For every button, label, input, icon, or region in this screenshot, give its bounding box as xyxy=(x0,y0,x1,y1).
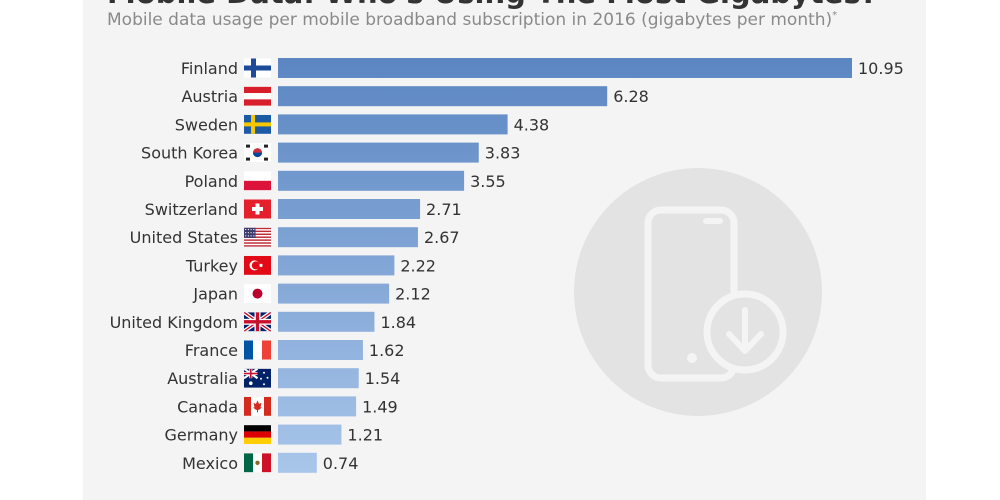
country-label: Poland xyxy=(185,172,238,191)
bar xyxy=(278,311,375,332)
subtitle-text: Mobile data usage per mobile broadband s… xyxy=(107,10,833,30)
bar-row: France 1.62 xyxy=(185,340,405,360)
bar xyxy=(278,170,465,191)
value-label: 2.22 xyxy=(400,256,436,275)
turkey-flag-icon xyxy=(244,255,271,275)
bar xyxy=(278,396,357,417)
country-label: Japan xyxy=(192,285,238,304)
bar xyxy=(278,368,359,389)
country-label: South Korea xyxy=(141,144,238,163)
country-label: Mexico xyxy=(182,454,238,473)
south-korea-flag-icon xyxy=(244,143,271,163)
bar-row: United States 2.67 xyxy=(130,227,460,248)
value-label: 2.71 xyxy=(426,200,462,219)
bar-row: United Kingdom 1.84 xyxy=(110,311,416,332)
bar xyxy=(278,58,852,78)
value-label: 2.67 xyxy=(424,228,460,247)
bar-row: Turkey 2.22 xyxy=(185,255,436,276)
bar xyxy=(278,340,363,360)
bar xyxy=(278,283,390,304)
value-label: 1.21 xyxy=(347,426,383,445)
france-flag-icon xyxy=(244,340,271,360)
value-label: 1.62 xyxy=(369,341,405,360)
poland-flag-icon xyxy=(244,171,271,191)
finland-flag-icon xyxy=(244,58,271,78)
value-label: 3.83 xyxy=(485,144,521,163)
bar-row: South Korea 3.83 xyxy=(141,142,521,163)
bar-row: Japan 2.12 xyxy=(192,283,431,304)
bar-row: Germany 1.21 xyxy=(164,424,383,445)
value-label: 10.95 xyxy=(858,59,904,78)
country-label: France xyxy=(185,341,238,360)
country-label: Canada xyxy=(177,397,238,416)
country-label: Turkey xyxy=(185,256,238,275)
value-label: 1.54 xyxy=(365,369,401,388)
value-label: 0.74 xyxy=(323,454,359,473)
country-label: United Kingdom xyxy=(110,313,238,332)
value-label: 1.84 xyxy=(380,313,416,332)
subtitle-footnote-mark: * xyxy=(832,10,838,21)
country-label: Switzerland xyxy=(145,200,238,219)
bar-row: Austria 6.28 xyxy=(181,86,649,107)
mexico-flag-icon xyxy=(244,453,271,473)
chart-title: Mobile Data: Who's Using The Most Gigaby… xyxy=(107,0,967,10)
bar xyxy=(278,114,508,135)
value-label: 4.38 xyxy=(514,115,550,134)
bar-row: Mexico 0.74 xyxy=(182,452,359,473)
country-label: Germany xyxy=(164,426,238,445)
country-label: Australia xyxy=(167,369,238,388)
bar xyxy=(278,86,608,107)
country-label: United States xyxy=(130,228,238,247)
sweden-flag-icon xyxy=(244,114,271,134)
bar-row: Switzerland 2.71 xyxy=(145,199,462,219)
japan-flag-icon xyxy=(244,284,271,304)
bar xyxy=(278,255,395,276)
country-label: Austria xyxy=(181,87,238,106)
phone-download-icon xyxy=(574,168,822,416)
united-kingdom-flag-icon xyxy=(244,312,271,332)
chart-subtitle: Mobile data usage per mobile broadband s… xyxy=(107,10,967,30)
country-label: Finland xyxy=(181,59,238,78)
country-label: Sweden xyxy=(175,115,238,134)
value-label: 2.12 xyxy=(395,285,431,304)
bar-row: Finland 10.95 xyxy=(181,58,904,78)
bar-row: Poland 3.55 xyxy=(185,170,506,191)
bar-row: Australia 1.54 xyxy=(167,368,401,389)
bar-row: Sweden 4.38 xyxy=(175,114,550,135)
germany-flag-icon xyxy=(244,425,271,445)
bar-row: Canada 1.49 xyxy=(177,396,398,417)
bar xyxy=(278,199,421,219)
united-states-flag-icon xyxy=(244,227,271,247)
canada-flag-icon xyxy=(244,396,271,416)
bar xyxy=(278,142,479,163)
bar xyxy=(278,452,317,473)
value-label: 6.28 xyxy=(613,87,649,106)
bar xyxy=(278,227,418,248)
australia-flag-icon xyxy=(244,368,271,388)
bar xyxy=(278,424,342,445)
value-label: 3.55 xyxy=(470,172,506,191)
austria-flag-icon xyxy=(244,86,271,106)
switzerland-flag-icon xyxy=(244,199,271,219)
value-label: 1.49 xyxy=(362,397,398,416)
